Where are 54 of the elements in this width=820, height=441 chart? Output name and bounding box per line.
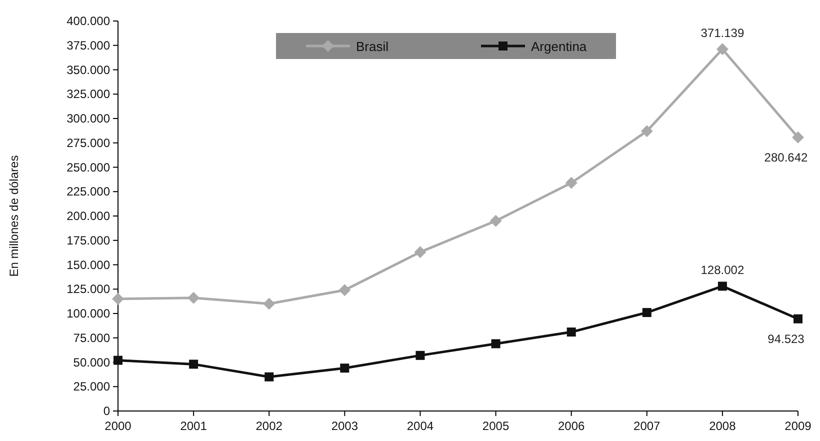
point [566,328,576,337]
point [114,356,122,365]
data-label: 128.002 [700,263,744,278]
point [416,350,425,360]
point [718,282,727,291]
y-tick-label: 275.000 [66,136,110,150]
point [640,125,653,138]
x-tick-label: 2007 [634,419,661,433]
y-tick-label: 0 [103,404,110,418]
point [794,314,802,324]
y-tick-label: 325.000 [66,87,110,102]
x-tick-label: 2002 [256,419,283,433]
data-label: 94.523 [768,332,805,346]
point [642,308,652,318]
point [490,214,502,227]
y-tick-label: 175.000 [66,233,110,248]
legend-label: Argentina [531,39,588,54]
y-tick-label: 400.000 [66,14,110,28]
y-tick-label: 300.000 [66,112,110,126]
x-tick-label: 2003 [331,419,358,433]
y-tick-label: 350.000 [66,62,110,77]
y-tick-label: 250.000 [66,160,110,174]
y-tick-label: 225.000 [66,184,110,199]
y-tick-label: 375.000 [66,38,110,52]
y-tick-label: 25.000 [73,380,110,394]
point [792,131,804,144]
point [414,246,426,258]
point [716,43,728,56]
point [263,298,276,310]
point [491,339,500,348]
point [188,292,200,304]
x-tick-label: 2001 [180,419,208,433]
y-tick-label: 200.000 [66,209,110,223]
y-tick-label: 100.000 [66,306,110,320]
y-tick-label: 125.000 [66,282,110,296]
y-tick-label: 150.000 [66,258,110,272]
y-axis-title: En millones de dólares [7,155,21,277]
x-tick-label: 2008 [709,419,736,433]
y-tick-label: 75.000 [73,330,110,345]
point [189,360,198,369]
x-tick-label: 2009 [784,419,812,433]
point [338,284,351,296]
data-label: 280.642 [764,150,808,164]
point [112,292,124,305]
x-tick-label: 2004 [406,419,434,433]
y-tick-label: 50.000 [73,355,110,370]
data-label: 371.139 [700,26,744,40]
x-tick-label: 2005 [482,419,510,433]
x-tick-label: 2000 [104,419,132,433]
point [340,364,350,373]
point [565,176,578,189]
point [264,372,274,382]
x-tick-label: 2006 [558,419,586,433]
legend-label: Brasil [356,39,389,54]
